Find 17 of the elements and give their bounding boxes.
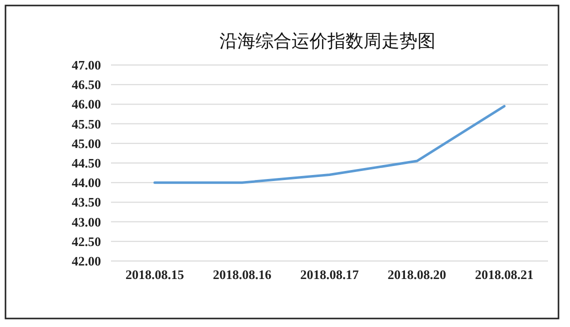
xtick: 2018.08.16 (212, 267, 272, 282)
title: 沿海综合运价指数周走势图 (220, 31, 436, 51)
ytick: 43.50 (72, 194, 101, 210)
ytick: 42.00 (72, 254, 101, 268)
ytick: 43.00 (72, 214, 101, 230)
ytick: 42.50 (72, 234, 101, 249)
ytick: 47.00 (72, 58, 101, 72)
ytick: 45.50 (72, 116, 101, 132)
ytick: 44.00 (72, 175, 101, 190)
xtick: 2018.08.17 (300, 267, 359, 282)
ytick: 45.00 (72, 136, 101, 151)
xtick: 2018.08.20 (388, 267, 446, 282)
xtick: 2018.08.15 (125, 267, 184, 282)
ytick: 44.50 (72, 156, 101, 170)
ytick: 46.50 (72, 77, 101, 92)
xtick: 2018.08.21 (475, 267, 534, 282)
ytick: 46.00 (72, 96, 101, 112)
